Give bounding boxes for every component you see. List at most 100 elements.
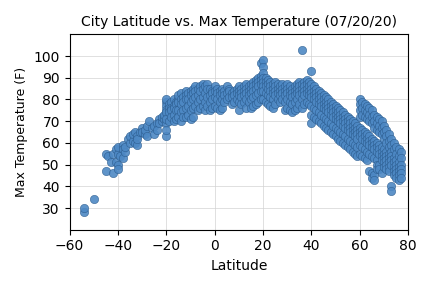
Point [335,119,342,124]
Point [158,115,165,119]
Point [81,206,88,210]
Point [395,147,402,152]
Point [112,160,119,165]
Point [361,134,368,139]
Point [315,97,322,102]
Point [250,95,257,100]
Point [248,91,254,95]
Point [187,108,194,113]
Point [366,169,373,173]
Point [243,106,250,111]
Point [395,169,402,173]
Point [315,119,322,124]
Point [221,93,228,97]
Point [337,121,344,126]
Point [286,84,293,89]
Point [289,110,295,115]
Point [102,151,109,156]
Point [190,97,197,102]
Point [320,93,327,97]
Point [286,93,293,97]
Point [371,156,378,160]
Point [296,80,303,84]
Point [361,139,368,143]
Point [194,93,201,97]
Point [165,119,172,124]
Point [320,101,327,106]
Point [308,104,315,108]
Point [206,108,213,113]
Point [299,86,305,91]
Point [122,145,129,149]
Point [291,93,298,97]
Point [281,93,288,97]
Point [206,99,213,104]
Point [134,143,141,147]
Point [318,95,324,100]
Point [252,82,259,87]
Point [180,99,187,104]
Point [327,104,334,108]
Point [393,175,400,180]
Point [364,117,371,121]
Point [356,143,363,147]
Point [385,156,392,160]
Point [231,93,238,97]
Point [299,97,305,102]
Point [325,119,332,124]
Point [185,104,192,108]
Point [366,106,373,111]
Point [238,86,245,91]
Point [330,132,337,137]
Point [325,110,332,115]
Point [158,119,165,124]
Point [349,123,356,128]
Point [385,132,392,137]
Point [211,95,218,100]
Point [102,169,109,173]
Point [311,84,318,89]
Point [383,158,390,162]
Point [267,95,274,100]
Point [293,106,300,111]
Point [368,121,375,126]
Point [267,80,274,84]
Point [359,99,366,104]
Point [366,119,373,124]
Point [308,86,315,91]
Point [272,93,279,97]
Point [129,132,136,137]
Point [257,97,264,102]
Point [327,108,334,113]
Point [216,99,223,104]
Point [373,162,380,167]
Point [175,97,182,102]
Point [320,97,327,102]
Point [337,112,344,117]
Point [219,91,226,95]
Point [143,123,150,128]
Point [301,80,308,84]
Point [165,110,172,115]
Point [376,162,383,167]
Point [373,128,380,132]
Point [368,145,375,149]
Point [342,117,349,121]
Point [122,149,129,154]
Point [323,95,330,100]
Point [170,112,177,117]
Point [163,134,170,139]
Point [274,97,281,102]
Point [281,108,288,113]
Point [260,88,267,93]
Point [340,123,346,128]
Point [359,136,366,141]
Point [124,136,131,141]
Point [228,101,235,106]
Point [257,82,264,87]
Point [347,117,354,121]
Point [305,101,312,106]
Point [233,91,240,95]
Point [301,101,308,106]
Point [107,160,114,165]
